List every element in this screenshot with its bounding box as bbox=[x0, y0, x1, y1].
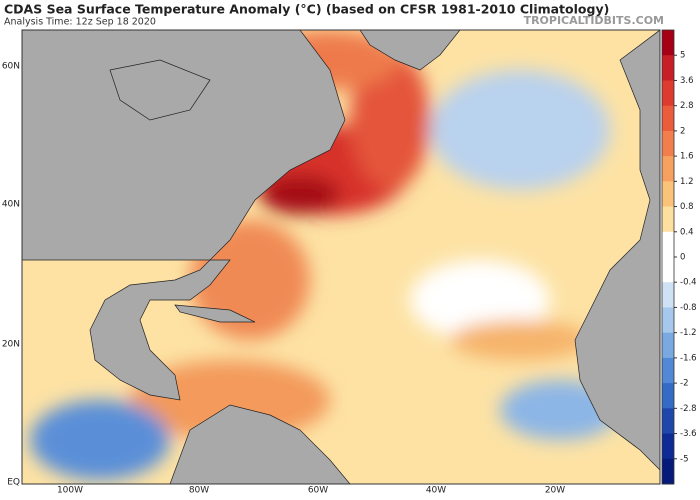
colorbar-band bbox=[662, 357, 674, 384]
colorbar-tick-label: -1.2 bbox=[680, 328, 697, 338]
colorbar-band bbox=[662, 282, 674, 308]
south-america bbox=[169, 404, 351, 484]
lon-label: 20W bbox=[545, 486, 565, 496]
lat-label: EQ bbox=[7, 478, 20, 488]
colorbar-tick-label: 0.8 bbox=[680, 202, 694, 212]
colorbar-band bbox=[662, 55, 674, 81]
europe-africa bbox=[574, 30, 660, 471]
lon-label: 40W bbox=[426, 486, 446, 496]
colorbar-tick-label: 0.4 bbox=[680, 227, 694, 237]
lat-label: 60N bbox=[2, 62, 20, 72]
colorbar-band bbox=[662, 80, 674, 107]
colorbar-band bbox=[662, 105, 674, 132]
colorbar-tick-label: -2 bbox=[680, 379, 688, 389]
colorbar-band bbox=[662, 206, 674, 233]
north-america bbox=[22, 30, 346, 401]
colorbar-band bbox=[662, 30, 674, 56]
source: TROPICALTIDBITS.COM bbox=[524, 14, 664, 27]
colorbar-tick-label: 3.6 bbox=[680, 76, 694, 86]
colorbar-tick-label: -1.6 bbox=[680, 353, 697, 363]
colorbar-band bbox=[662, 257, 674, 283]
lat-label: 40N bbox=[2, 200, 20, 210]
colorbar-band bbox=[662, 408, 674, 435]
colorbar-tick-label: -2.8 bbox=[680, 404, 697, 414]
colorbar-band bbox=[662, 130, 674, 157]
lon-label: 80W bbox=[189, 486, 209, 496]
lon-label: 60W bbox=[308, 486, 328, 496]
colorbar-tick-label: -3.6 bbox=[680, 429, 697, 439]
colorbar-band bbox=[662, 231, 674, 258]
lat-label: 20N bbox=[2, 340, 20, 350]
colorbar-tick-label: 1.6 bbox=[680, 152, 694, 162]
colorbar-tick-label: -0.8 bbox=[680, 303, 697, 313]
colorbar-band bbox=[662, 156, 674, 182]
colorbar-tick-label: -5 bbox=[680, 454, 688, 464]
colorbar-band bbox=[662, 181, 674, 208]
colorbar-band bbox=[662, 383, 674, 409]
colorbar-tick-label: 0 bbox=[680, 253, 685, 263]
colorbar-tick-label: 5 bbox=[680, 51, 685, 61]
subtitle: Analysis Time: 12z Sep 18 2020 bbox=[4, 17, 156, 28]
colorbar-band bbox=[662, 433, 674, 460]
colorbar-tick-label: 1.2 bbox=[680, 177, 694, 187]
map-frame bbox=[21, 29, 661, 485]
colorbar-tick-label: 2 bbox=[680, 126, 685, 136]
colorbar-tick-label: -0.4 bbox=[680, 278, 697, 288]
greenland bbox=[359, 30, 461, 71]
colorbar-band bbox=[662, 307, 674, 334]
colorbar-band bbox=[662, 458, 674, 485]
title: CDAS Sea Surface Temperature Anomaly (°C… bbox=[4, 2, 609, 17]
cuba bbox=[174, 304, 256, 323]
map-area bbox=[22, 30, 660, 484]
colorbar-tick-label: 2.8 bbox=[680, 101, 694, 111]
colorbar-band bbox=[662, 332, 674, 359]
lon-label: 100W bbox=[57, 486, 83, 496]
